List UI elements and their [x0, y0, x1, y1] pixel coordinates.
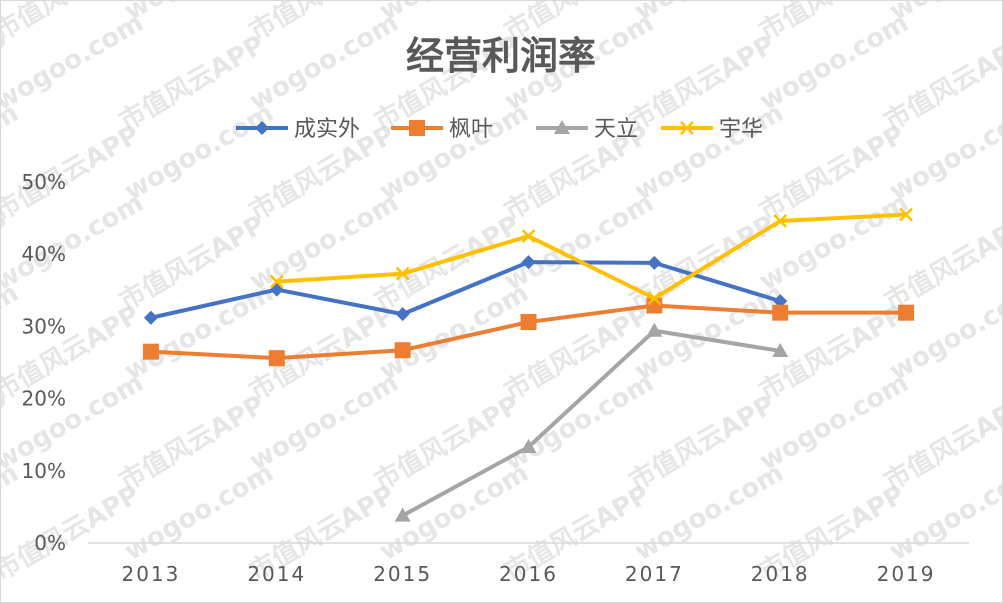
series-1-point-legend: [409, 120, 425, 136]
y-tick-label: 0%: [34, 531, 66, 555]
legend-item-2: 天立: [536, 117, 638, 142]
series-1-point-0: [143, 344, 159, 360]
legend-label: 天立: [594, 117, 638, 142]
y-tick-label: 40%: [22, 242, 66, 266]
legend-label: 成实外: [294, 117, 360, 142]
x-tick-label: 2016: [499, 562, 558, 586]
y-tick-label: 20%: [22, 387, 66, 411]
series-1-line: [151, 305, 906, 358]
x-tick-label: 2017: [625, 562, 684, 586]
x-tick-label: 2014: [247, 562, 306, 586]
series-0-point-4: [647, 256, 661, 270]
y-tick-label: 10%: [22, 459, 66, 483]
x-tick-label: 2015: [373, 562, 432, 586]
legend-label: 宇华: [719, 117, 763, 142]
y-tick-label: 50%: [22, 170, 66, 194]
y-tick-label: 30%: [22, 314, 66, 338]
series-1-point-5: [772, 305, 788, 321]
series-1-point-6: [898, 305, 914, 321]
legend-label: 枫叶: [449, 117, 493, 142]
x-tick-label: 2013: [121, 562, 180, 586]
watermark-text: 市值风云APP: [879, 389, 1002, 497]
x-tick-label: 2019: [877, 562, 936, 586]
series-1-point-3: [521, 314, 537, 330]
watermark-layer: 市值风云APPwogoo.com市值风云APPwogoo.com市值风云APPw…: [1, 1, 1002, 587]
chart-title: 经营利润率: [406, 34, 596, 78]
watermark-text: 市值风云APP: [879, 209, 1002, 317]
series-0-point-0: [144, 311, 158, 325]
series-1-point-2: [395, 342, 411, 358]
watermark-text: 市值风云APP: [879, 29, 1002, 137]
series-1-point-1: [269, 350, 285, 366]
x-tick-label: 2018: [751, 562, 810, 586]
